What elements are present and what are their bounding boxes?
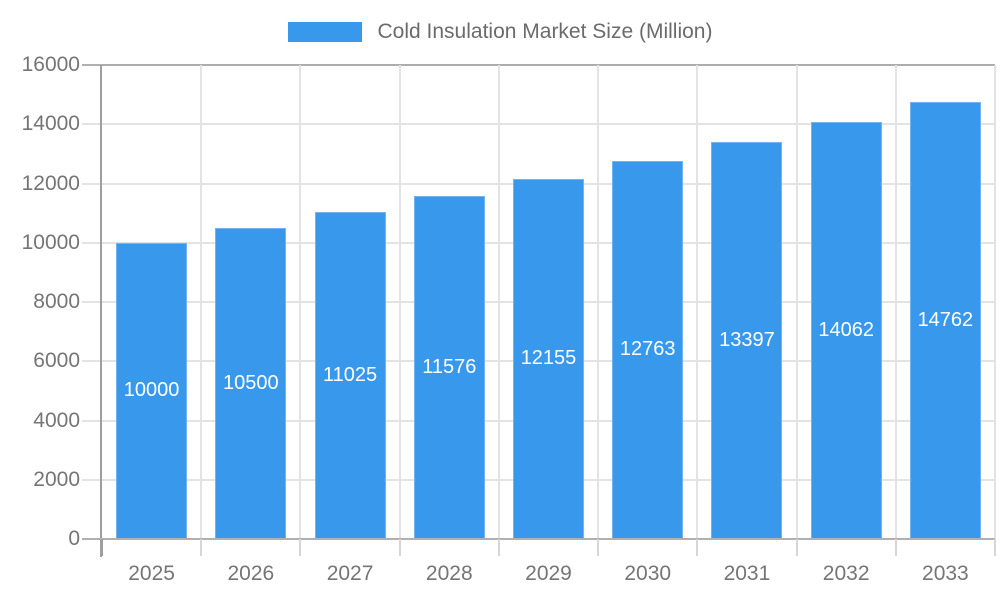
y-axis-tick-label: 16000 <box>21 53 80 76</box>
legend-swatch-icon <box>287 22 362 42</box>
x-axis-tick <box>200 539 203 556</box>
x-axis-tick <box>597 539 600 556</box>
bar-2027[interactable]: 11025 <box>314 212 386 539</box>
x-axis-tick <box>299 539 302 556</box>
y-axis-tick <box>82 360 102 363</box>
x-axis-line <box>82 538 995 540</box>
bar-2028[interactable]: 11576 <box>413 196 485 539</box>
x-axis-tick <box>994 539 996 556</box>
x-axis-tick-label: 2028 <box>425 562 473 585</box>
x-axis-tick <box>795 539 798 556</box>
bar-2029[interactable]: 12155 <box>513 178 584 539</box>
bar-value-label: 14062 <box>818 319 874 342</box>
bar-2030[interactable]: 12763 <box>612 160 684 539</box>
y-axis-tick <box>82 301 102 303</box>
y-gridline <box>102 123 995 126</box>
x-gridline <box>696 65 699 539</box>
x-gridline <box>200 65 203 539</box>
x-axis-tick-label: 2033 <box>922 562 969 585</box>
y-axis-tick-label: 12000 <box>21 171 80 195</box>
x-gridline <box>795 65 798 539</box>
bar-value-label: 13397 <box>719 329 775 352</box>
x-gridline <box>299 65 302 539</box>
chart-legend: Cold Insulation Market Size (Million) <box>0 14 1000 50</box>
x-gridline <box>597 65 600 539</box>
y-axis-tick <box>82 241 102 244</box>
bar-value-label: 14762 <box>917 308 974 331</box>
x-gridline <box>398 65 401 539</box>
y-axis-tick-label: 2000 <box>33 467 80 491</box>
y-gridline <box>102 64 995 66</box>
y-axis-tick <box>82 123 102 126</box>
bar-2031[interactable]: 13397 <box>711 142 783 539</box>
x-axis-tick <box>398 539 401 556</box>
x-axis-tick-label: 2027 <box>326 562 374 585</box>
bar-value-label: 12763 <box>619 338 676 361</box>
x-gridline <box>497 65 500 539</box>
plot-area: 10000 10500 11025 11576 12155 12763 13397 14062… <box>82 64 996 557</box>
y-axis-tick-label: 10000 <box>21 230 80 254</box>
y-axis-tick-label: 0 <box>68 527 80 550</box>
x-axis-tick <box>101 539 103 556</box>
x-gridline <box>994 65 996 539</box>
y-axis-tick <box>82 478 102 481</box>
x-axis-tick <box>894 539 897 556</box>
bar-value-label: 11025 <box>322 364 378 387</box>
bar-2033[interactable]: 14762 <box>909 101 981 539</box>
x-axis-tick-label: 2026 <box>227 562 275 585</box>
y-axis-line <box>100 65 102 557</box>
x-axis-tick-label: 2030 <box>624 562 672 585</box>
x-axis-tick-label: 2029 <box>525 562 572 585</box>
y-axis-tick-label: 6000 <box>33 349 80 373</box>
bar-2032[interactable]: 14062 <box>810 122 882 539</box>
bar-value-label: 11576 <box>422 356 477 379</box>
bar-value-label: 10500 <box>223 371 279 394</box>
x-gridline <box>894 65 897 539</box>
x-axis-tick-label: 2032 <box>822 562 870 585</box>
bar-2025[interactable]: 10000 <box>116 242 188 539</box>
y-axis-tick <box>82 419 102 422</box>
legend-label: Cold Insulation Market Size (Million) <box>377 20 713 43</box>
x-axis-tick <box>497 539 500 556</box>
y-axis-tick <box>82 182 102 185</box>
bar-value-label: 10000 <box>123 379 180 402</box>
x-axis-tick-label: 2031 <box>723 562 771 585</box>
x-axis-tick <box>696 539 699 556</box>
bar-value-label: 12155 <box>520 347 577 370</box>
y-axis-tick-label: 4000 <box>33 408 80 432</box>
y-axis-tick-label: 14000 <box>21 112 80 136</box>
y-axis-tick <box>82 64 102 66</box>
y-axis-tick-label: 8000 <box>33 290 80 313</box>
bar-2026[interactable]: 10500 <box>215 227 287 539</box>
x-axis-tick-label: 2025 <box>128 562 175 585</box>
